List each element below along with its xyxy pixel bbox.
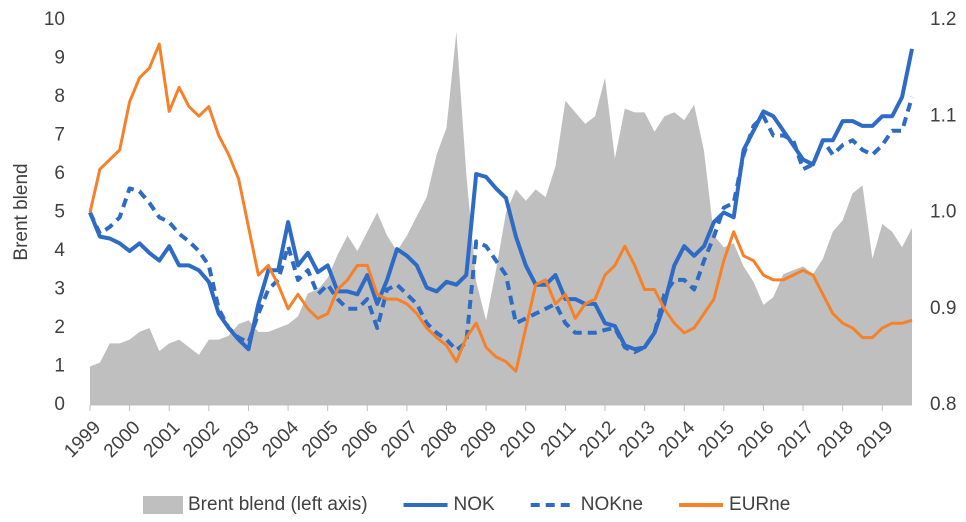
- x-tick-label: 2001: [140, 417, 185, 462]
- legend-swatch: [143, 496, 183, 514]
- x-tick-label: 2017: [773, 417, 818, 462]
- x-tick-label: 2014: [655, 417, 700, 462]
- y2-tick-label: 1.0: [930, 202, 956, 223]
- x-tick-label: 2012: [575, 417, 620, 462]
- x-tick-label: 2000: [100, 417, 145, 462]
- x-tick-label: 1999: [60, 417, 105, 462]
- y2-tick-label: 0.9: [930, 298, 956, 319]
- x-tick-label: 2018: [813, 417, 858, 462]
- y-tick-label: 1: [54, 356, 65, 377]
- y-tick-label: 8: [54, 86, 65, 107]
- y-tick-label: 9: [54, 48, 65, 69]
- y2-tick-label: 0.8: [930, 394, 956, 415]
- y-tick-label: 3: [54, 279, 65, 300]
- line: [88, 42, 913, 373]
- y-tick-label: 2: [54, 317, 65, 338]
- x-tick-label: 2010: [496, 417, 541, 462]
- x-tick-label: 2005: [298, 417, 343, 462]
- x-tick-label: 2006: [338, 417, 383, 462]
- y-tick-label: 5: [54, 202, 65, 223]
- x-tick-label: 2013: [615, 417, 660, 462]
- x-tick-label: 2016: [734, 417, 779, 462]
- y-tick-label: 4: [54, 240, 65, 261]
- x-tick-label: 2004: [258, 417, 303, 462]
- y-tick-label: 7: [54, 125, 65, 146]
- y2-tick-label: 1.1: [930, 105, 956, 126]
- x-tick-label: 2011: [537, 417, 581, 461]
- y-tick-label: 6: [54, 163, 65, 184]
- x-tick-label: 2009: [456, 417, 501, 462]
- line: [88, 96, 914, 355]
- y-axis-label: Brent blend: [11, 163, 32, 260]
- x-tick-label: 2002: [179, 417, 224, 462]
- x-tick-label: 2019: [853, 417, 898, 462]
- x-tick-label: 2015: [694, 417, 739, 462]
- x-tick-label: 2003: [219, 417, 264, 462]
- y-tick-label: 0: [54, 394, 65, 415]
- y2-tick-label: 1.2: [930, 9, 956, 30]
- legend-label: NOKne: [581, 494, 643, 515]
- legend-label: NOK: [454, 494, 496, 515]
- area: [90, 31, 912, 405]
- x-tick-label: 2007: [377, 417, 422, 462]
- x-tick-label: 2008: [417, 417, 462, 462]
- legend-label: Brent blend (left axis): [188, 494, 368, 515]
- y-tick-label: 10: [44, 9, 65, 30]
- legend-label: EURne: [729, 494, 790, 515]
